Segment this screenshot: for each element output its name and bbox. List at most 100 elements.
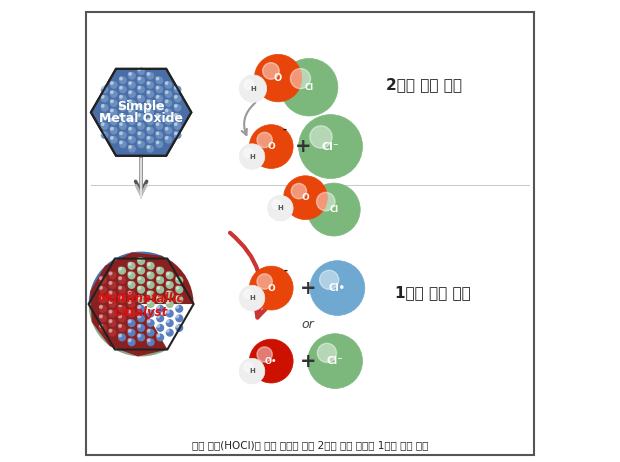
Circle shape [108, 271, 117, 280]
Circle shape [108, 281, 117, 289]
Circle shape [137, 122, 141, 126]
Circle shape [110, 118, 113, 122]
Circle shape [166, 300, 174, 308]
Circle shape [165, 99, 172, 107]
Circle shape [165, 109, 172, 116]
Circle shape [137, 95, 145, 103]
Circle shape [110, 109, 118, 116]
Circle shape [272, 200, 281, 209]
Text: Cl•: Cl• [329, 283, 346, 293]
Circle shape [110, 81, 113, 85]
Circle shape [128, 291, 131, 294]
Circle shape [146, 136, 150, 140]
Circle shape [174, 122, 178, 126]
Circle shape [156, 122, 163, 130]
Circle shape [174, 131, 178, 135]
Circle shape [118, 305, 126, 313]
Circle shape [156, 85, 159, 90]
Text: Metal Oxide: Metal Oxide [99, 112, 183, 125]
Polygon shape [115, 252, 167, 304]
Circle shape [100, 85, 105, 90]
Polygon shape [115, 304, 167, 357]
Circle shape [128, 262, 131, 266]
Circle shape [156, 131, 163, 139]
Circle shape [175, 286, 179, 290]
Text: H: H [249, 368, 255, 374]
Text: Simple: Simple [117, 100, 165, 113]
Circle shape [146, 145, 154, 153]
Circle shape [310, 126, 332, 148]
Circle shape [119, 140, 126, 148]
Circle shape [128, 109, 132, 112]
Circle shape [128, 99, 136, 107]
Circle shape [146, 310, 155, 317]
Circle shape [146, 328, 155, 337]
Circle shape [110, 136, 113, 140]
Circle shape [137, 257, 145, 265]
Circle shape [137, 77, 145, 84]
Circle shape [174, 122, 182, 130]
Circle shape [156, 295, 160, 299]
Circle shape [118, 295, 122, 299]
Circle shape [165, 118, 172, 125]
Circle shape [166, 281, 170, 285]
Circle shape [166, 310, 174, 317]
Circle shape [165, 136, 169, 140]
Circle shape [118, 295, 126, 303]
Circle shape [108, 319, 117, 327]
Circle shape [156, 276, 160, 280]
Circle shape [156, 324, 160, 328]
Circle shape [128, 109, 136, 116]
Text: H: H [249, 153, 255, 159]
Circle shape [146, 291, 151, 294]
Circle shape [317, 192, 335, 211]
Circle shape [119, 77, 123, 80]
Circle shape [118, 305, 122, 309]
Circle shape [156, 113, 163, 121]
Circle shape [119, 122, 123, 126]
Circle shape [146, 127, 150, 131]
Circle shape [175, 295, 184, 303]
Circle shape [244, 290, 253, 299]
Circle shape [110, 118, 118, 125]
Circle shape [137, 67, 145, 75]
Circle shape [119, 95, 126, 103]
Circle shape [146, 72, 154, 79]
Circle shape [156, 95, 159, 98]
Circle shape [128, 338, 136, 346]
Circle shape [175, 324, 184, 332]
Circle shape [166, 328, 170, 333]
Text: Cl⁻: Cl⁻ [327, 356, 343, 366]
Circle shape [100, 113, 105, 117]
Circle shape [156, 324, 164, 332]
Circle shape [128, 319, 136, 327]
Circle shape [128, 281, 131, 285]
Circle shape [108, 310, 112, 314]
Circle shape [118, 334, 126, 341]
Circle shape [156, 305, 164, 313]
Circle shape [146, 319, 155, 327]
Circle shape [108, 291, 117, 298]
Circle shape [239, 144, 265, 170]
Circle shape [119, 104, 123, 108]
Circle shape [174, 131, 182, 139]
Circle shape [128, 81, 136, 89]
Circle shape [110, 90, 113, 94]
Circle shape [146, 328, 151, 333]
Circle shape [137, 131, 141, 135]
Circle shape [128, 136, 132, 140]
Polygon shape [90, 252, 193, 357]
Circle shape [100, 85, 108, 93]
Circle shape [146, 281, 155, 289]
Circle shape [166, 328, 174, 337]
Circle shape [137, 295, 145, 303]
Text: 1전자 전달 반응: 1전자 전달 반응 [396, 285, 471, 300]
Circle shape [290, 68, 311, 89]
Circle shape [239, 286, 265, 311]
Circle shape [100, 95, 105, 98]
Circle shape [137, 104, 141, 108]
Circle shape [118, 276, 126, 284]
Circle shape [128, 271, 136, 280]
Circle shape [108, 281, 112, 285]
Circle shape [175, 276, 179, 280]
